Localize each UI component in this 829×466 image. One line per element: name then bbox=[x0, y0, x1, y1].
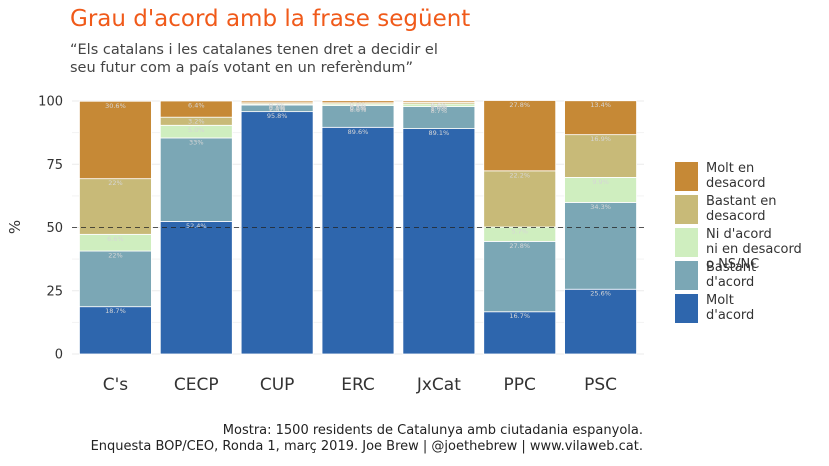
bar-segment bbox=[321, 126, 395, 355]
data-label: 22% bbox=[108, 179, 122, 187]
subtitle-line-2: seu futur com a país votant en un referè… bbox=[70, 60, 413, 76]
legend-label: Molt d'acord bbox=[706, 293, 755, 323]
x-tick-label: ERC bbox=[341, 375, 375, 395]
bar-segment bbox=[402, 100, 476, 103]
data-label: 34.3% bbox=[590, 203, 611, 211]
data-label: 8.7% bbox=[431, 107, 448, 115]
legend-label: Ni d'acord ni en desacord o NS/NC bbox=[706, 227, 802, 272]
chart-title: Grau d'acord amb la frase següent bbox=[70, 6, 471, 32]
data-label: 27.8% bbox=[509, 101, 530, 109]
x-tick-label: CECP bbox=[174, 375, 219, 395]
data-label: 52.4% bbox=[186, 222, 207, 230]
y-tick-label: 25 bbox=[46, 284, 63, 299]
x-tick-label: CUP bbox=[260, 375, 295, 395]
legend-label: Bastant en desacord bbox=[706, 194, 777, 224]
bar-segment bbox=[564, 100, 637, 136]
caption-line-1: Mostra: 1500 residents de Catalunya amb … bbox=[222, 423, 643, 438]
bar-segment bbox=[240, 111, 314, 355]
data-label: 8.6% bbox=[350, 106, 367, 114]
legend-key bbox=[674, 227, 699, 258]
data-label: 6.4% bbox=[188, 102, 205, 110]
y-tick-label: 0 bbox=[55, 348, 63, 363]
legend-key bbox=[674, 194, 699, 225]
bar-segment bbox=[564, 288, 637, 355]
x-tick-label: JxCat bbox=[416, 375, 461, 395]
data-label: 25.6% bbox=[590, 290, 611, 298]
data-label: 0.5% bbox=[350, 103, 367, 111]
bar-segment bbox=[483, 311, 557, 355]
bar-segment bbox=[483, 170, 557, 228]
chart-subtitle: “Els catalans i les catalanes tenen dret… bbox=[70, 41, 438, 77]
subtitle-line-1: “Els catalans i les catalanes tenen dret… bbox=[70, 42, 438, 58]
x-tick-label: C's bbox=[103, 375, 129, 395]
data-label: 0.4% bbox=[269, 105, 286, 113]
y-tick-label: 75 bbox=[46, 158, 63, 173]
x-tick-label: PSC bbox=[584, 375, 617, 395]
legend-key bbox=[674, 161, 699, 192]
legend-key bbox=[674, 260, 699, 291]
data-label: 1.0% bbox=[431, 105, 448, 113]
caption-line-2: Enquesta BOP/CEO, Ronda 1, març 2019. Jo… bbox=[90, 439, 643, 454]
data-label: 0.8% bbox=[350, 101, 367, 109]
data-label: 0.5% bbox=[269, 103, 286, 111]
data-label: 89.6% bbox=[348, 128, 369, 136]
bar-segment bbox=[159, 100, 233, 118]
legend-key bbox=[674, 293, 699, 324]
data-label: 2.6% bbox=[269, 106, 286, 114]
data-label: 22% bbox=[108, 252, 122, 260]
y-tick-label: 50 bbox=[46, 221, 63, 236]
data-label: 0.6% bbox=[350, 105, 367, 113]
data-label: 5.7% bbox=[511, 227, 528, 235]
data-label: 0.7% bbox=[269, 102, 286, 110]
x-tick-label: PPC bbox=[504, 375, 536, 395]
bar-segment bbox=[321, 100, 395, 104]
data-label: 27.8% bbox=[509, 242, 530, 250]
data-label: 95.8% bbox=[267, 112, 288, 120]
data-label: 33% bbox=[189, 138, 203, 146]
data-label: 18.7% bbox=[105, 307, 126, 315]
data-label: 22.2% bbox=[509, 171, 530, 179]
bar-segment bbox=[483, 100, 557, 172]
bar-segment bbox=[564, 202, 637, 290]
bar-segment bbox=[79, 100, 152, 180]
data-label: 89.1% bbox=[429, 129, 450, 137]
data-label: 5.0% bbox=[188, 126, 205, 134]
bar-segment bbox=[402, 128, 476, 355]
data-label: 3.2% bbox=[188, 118, 205, 126]
data-label: 6.6% bbox=[107, 235, 124, 243]
data-label: 9.9% bbox=[592, 178, 609, 186]
bar-segment bbox=[159, 221, 233, 355]
data-label: 16.9% bbox=[590, 135, 611, 143]
data-label: 0.6% bbox=[431, 102, 448, 110]
chart-caption: Mostra: 1500 residents de Catalunya amb … bbox=[91, 423, 643, 455]
data-label: 13.4% bbox=[590, 101, 611, 109]
y-tick-label: 100 bbox=[38, 95, 63, 110]
bar-segment bbox=[240, 100, 314, 104]
data-label: 0.6% bbox=[431, 103, 448, 111]
bar-segment bbox=[483, 241, 557, 313]
legend-label: Bastant d'acord bbox=[706, 260, 757, 290]
data-label: 16.7% bbox=[509, 312, 530, 320]
legend-label: Molt en desacord bbox=[706, 161, 766, 191]
data-label: 30.6% bbox=[105, 102, 126, 110]
bar-segment bbox=[159, 137, 233, 222]
